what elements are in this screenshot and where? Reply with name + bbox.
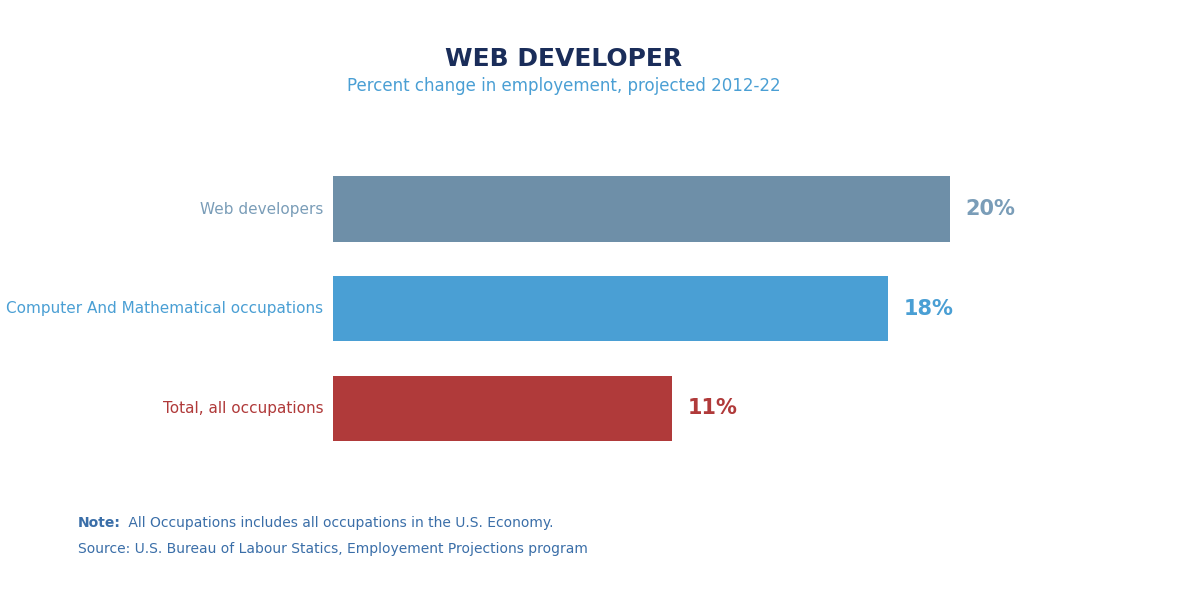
Text: Computer And Mathematical occupations: Computer And Mathematical occupations <box>6 301 323 316</box>
Text: 20%: 20% <box>965 199 1015 219</box>
Text: 18%: 18% <box>904 299 953 318</box>
Text: Total, all occupations: Total, all occupations <box>163 401 323 416</box>
Bar <box>332 176 949 242</box>
Text: Source: U.S. Bureau of Labour Statics, Employement Projections program: Source: U.S. Bureau of Labour Statics, E… <box>78 542 588 556</box>
Bar <box>332 276 888 342</box>
Text: Percent change in employement, projected 2012-22: Percent change in employement, projected… <box>347 76 781 95</box>
Text: Note:: Note: <box>78 516 121 530</box>
Text: 11%: 11% <box>688 398 737 419</box>
Text: WEB DEVELOPER: WEB DEVELOPER <box>445 47 683 70</box>
Bar <box>332 376 672 441</box>
Text: All Occupations includes all occupations in the U.S. Economy.: All Occupations includes all occupations… <box>124 516 553 530</box>
Text: Web developers: Web developers <box>200 201 323 217</box>
